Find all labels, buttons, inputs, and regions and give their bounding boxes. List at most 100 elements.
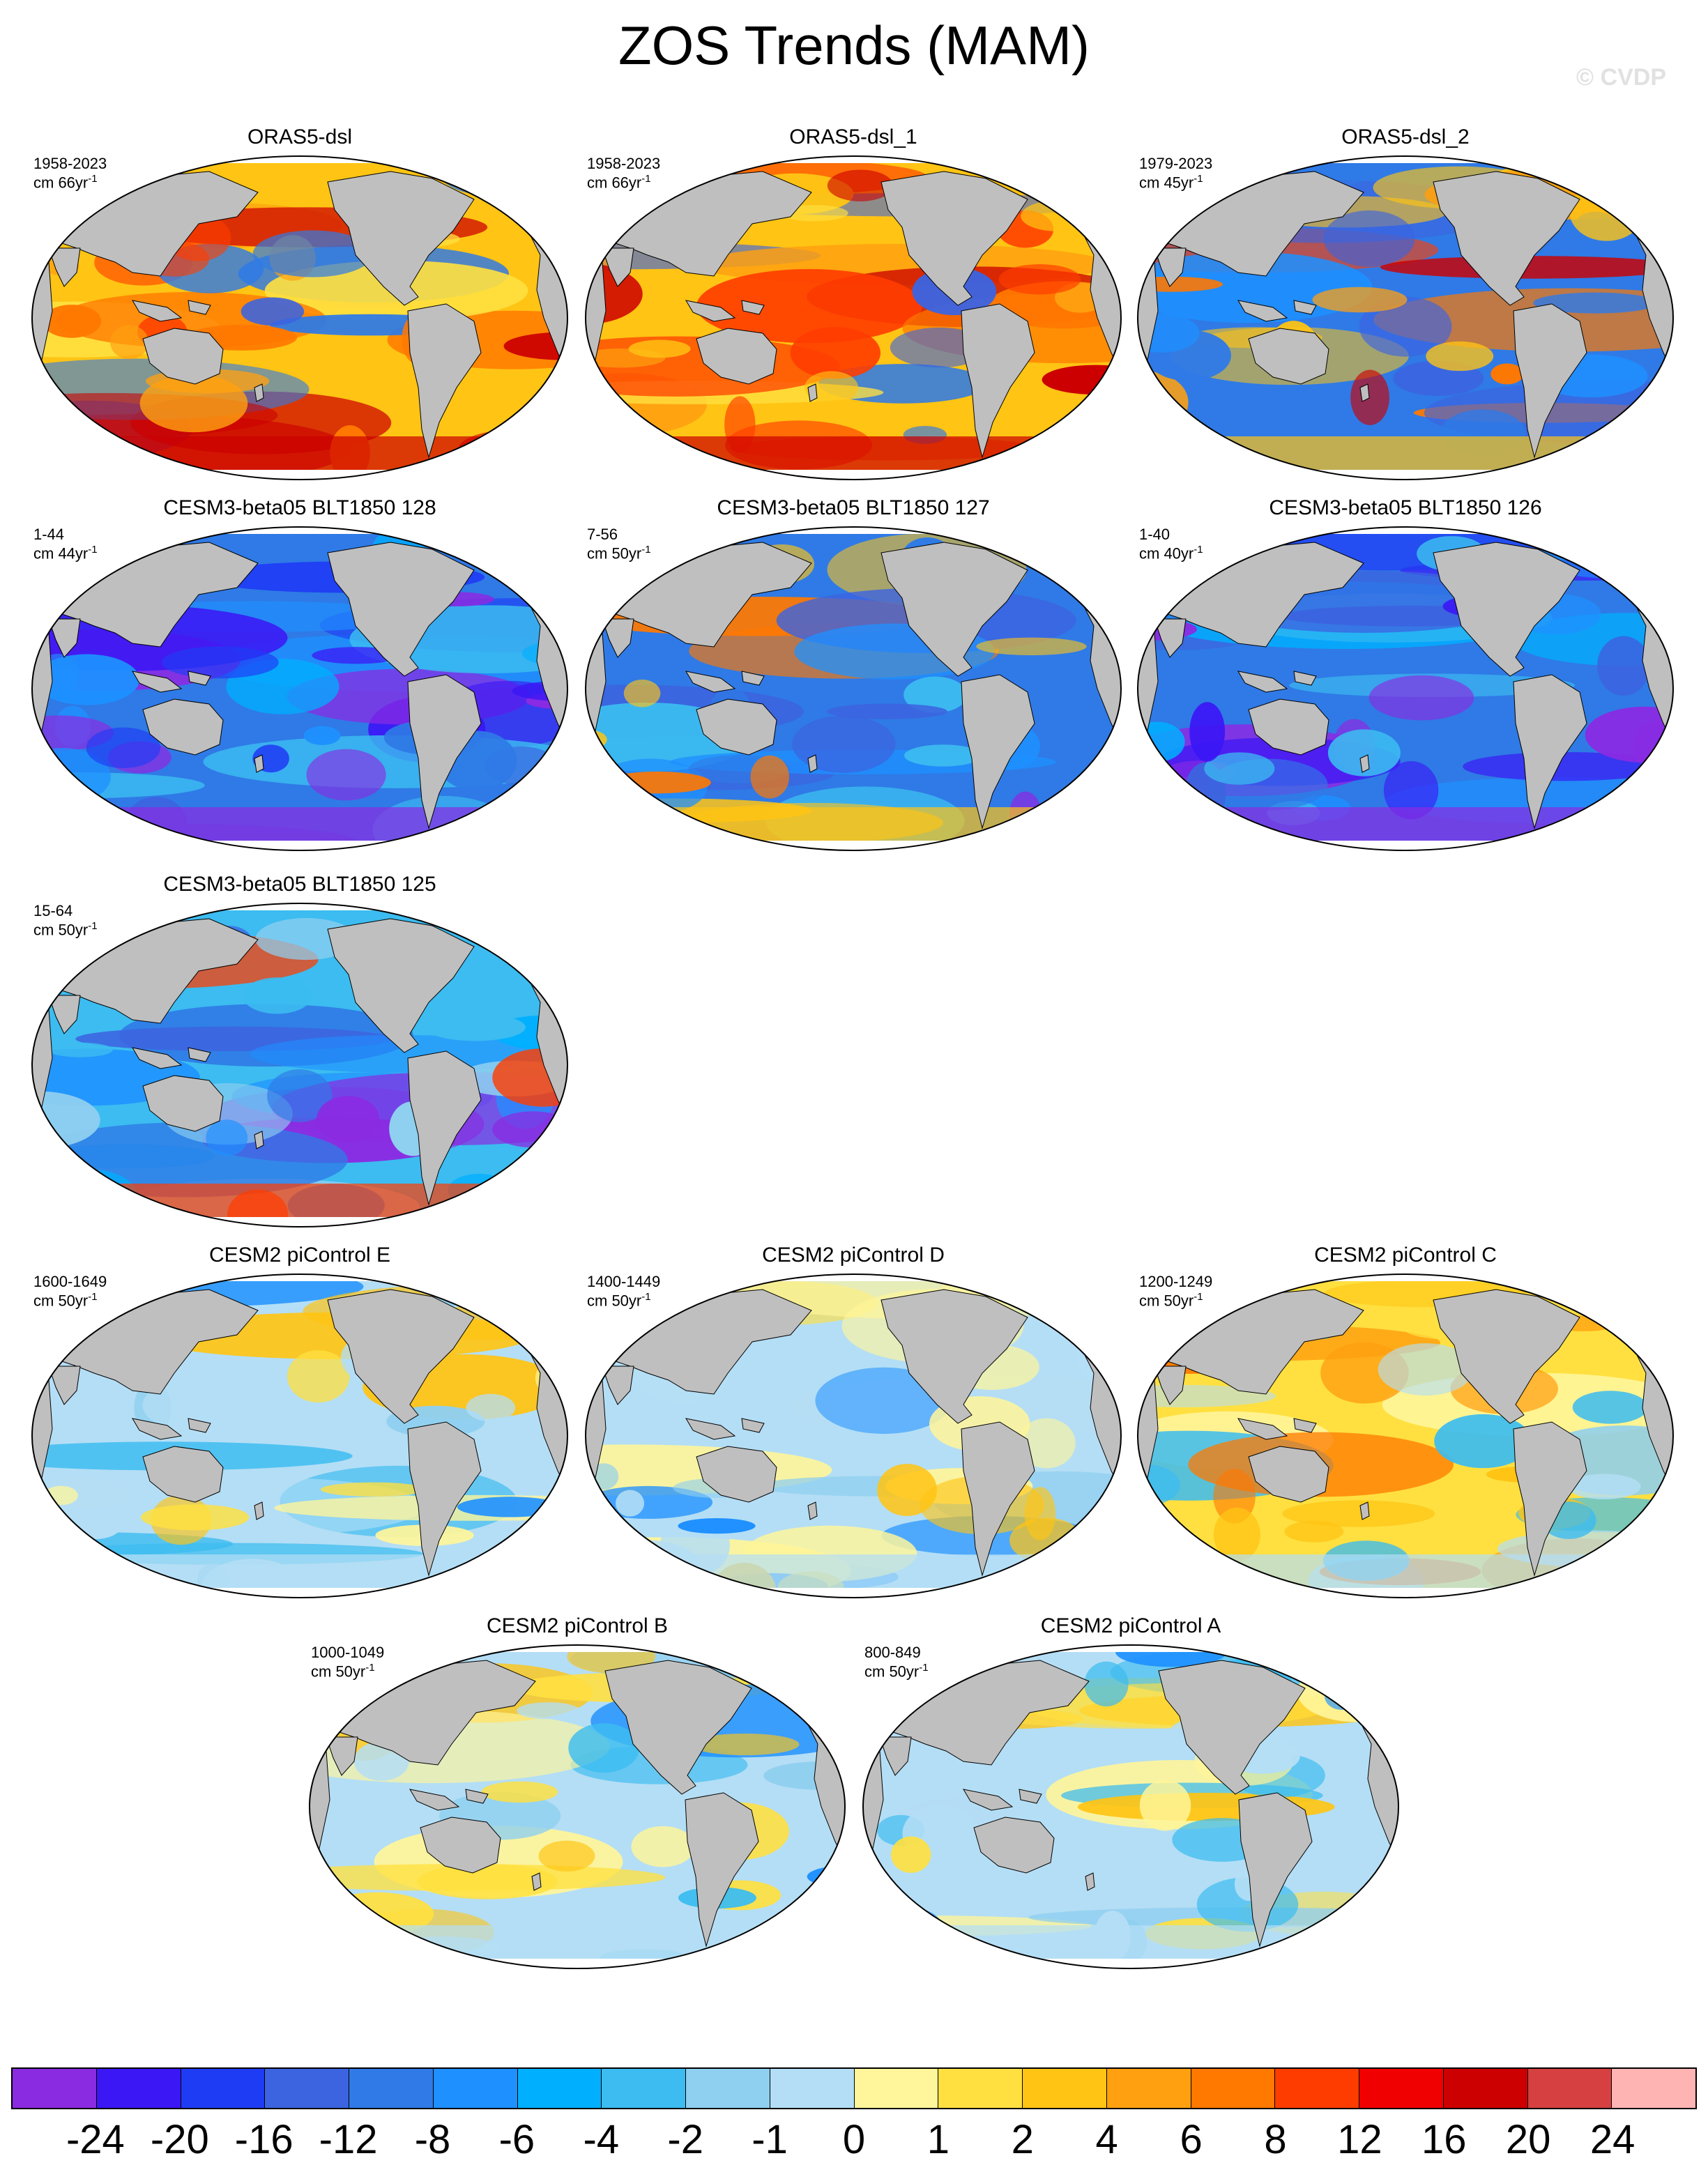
panel-unit-text: cm 50yr	[587, 1292, 642, 1310]
panel-period: 800-849	[863, 1644, 922, 1662]
antarctica	[1138, 841, 1673, 850]
land-mass	[1154, 1366, 1187, 1405]
antarctica	[1138, 1588, 1673, 1598]
land-mass	[1027, 1278, 1081, 1318]
map-panel: CESM2 piControl B 1000-1049 cm 50yr-1	[305, 1614, 849, 1991]
panel-title-text: CESM3-beta05 BLT1850 128	[159, 496, 441, 519]
ocean-field	[1138, 527, 1673, 850]
land-mass	[1513, 303, 1587, 459]
land-mass	[132, 1418, 183, 1440]
panel-unit: cm 50yr-1	[863, 1662, 930, 1681]
panel-title-text: CESM2 piControl A	[1036, 1614, 1226, 1637]
panel-title-text: ORAS5-dsl	[243, 125, 357, 148]
land-mass	[1027, 160, 1081, 200]
panel-unit-text: cm 50yr	[33, 1292, 89, 1310]
panel-title: CESM3-beta05 BLT1850 125	[28, 873, 572, 896]
land-mass	[142, 1446, 224, 1503]
land-mass	[807, 1501, 818, 1520]
map-panel: CESM2 piControl D 1400-1449 cm 50yr-1	[581, 1244, 1125, 1620]
panel-title-text: ORAS5-dsl_1	[785, 125, 922, 148]
panel-title: CESM2 piControl E	[28, 1244, 572, 1267]
ocean-field	[310, 1645, 845, 1968]
land-mass	[1513, 674, 1587, 829]
map-panel: CESM3-beta05 BLT1850 125 15-64 cm 50yr-1	[28, 873, 572, 1249]
land-mass	[327, 1289, 475, 1424]
colorbar-swatch	[181, 2069, 266, 2108]
panel-unit: cm 50yr-1	[310, 1662, 376, 1681]
map-border	[585, 155, 1122, 480]
colorbar-swatch	[1275, 2069, 1359, 2108]
unit-exponent: -1	[88, 1291, 98, 1303]
colorbar-tick-label: 8	[1264, 2117, 1287, 2162]
land-mass	[407, 674, 482, 829]
panel-unit: cm 45yr-1	[1138, 173, 1205, 192]
antarctica	[32, 841, 567, 850]
land-mass	[254, 1131, 264, 1149]
arctic	[863, 1645, 1398, 1652]
land-mass	[1293, 1418, 1317, 1433]
panel-unit: cm 66yr-1	[586, 173, 653, 192]
panel-unit-text: cm 44yr	[33, 544, 89, 563]
map-panel: CESM2 piControl A 800-849 cm 50yr-1	[859, 1614, 1403, 1991]
ocean-trend-map	[31, 903, 568, 1228]
panel-title: CESM3-beta05 BLT1850 127	[581, 496, 1125, 520]
land-mass	[685, 671, 736, 693]
map-border	[31, 526, 568, 851]
ocean-field	[32, 156, 567, 480]
map-border	[31, 1274, 568, 1598]
panel-title: ORAS5-dsl	[28, 125, 572, 149]
unit-exponent: -1	[88, 544, 98, 556]
unit-exponent: -1	[641, 173, 651, 185]
arctic	[32, 156, 567, 163]
unit-exponent: -1	[919, 1662, 929, 1674]
ocean-trend-map	[585, 526, 1122, 851]
land-mass	[1154, 247, 1187, 287]
antarctica	[586, 470, 1121, 480]
ocean-field	[586, 527, 1121, 850]
panel-unit: cm 50yr-1	[32, 920, 99, 940]
panel-title: CESM2 piControl C	[1134, 1244, 1677, 1267]
antarctica	[32, 1217, 567, 1227]
ocean-trend-map	[1137, 155, 1674, 480]
antarctica	[863, 1959, 1398, 1968]
land-mass	[1237, 671, 1288, 693]
land-mass	[685, 1792, 759, 1948]
panel-title-text: CESM2 piControl D	[758, 1244, 949, 1267]
colorbar-tick-label: -12	[319, 2117, 378, 2162]
land-mass	[1579, 531, 1633, 571]
panel-unit-text: cm 50yr	[311, 1662, 366, 1681]
colorbar	[11, 2067, 1697, 2109]
colorbar-swatch	[1359, 2069, 1444, 2108]
arctic	[586, 527, 1121, 534]
land-mass	[409, 1789, 460, 1811]
colorbar-swatch	[1191, 2069, 1276, 2108]
land-mass	[1433, 171, 1580, 306]
panel-period: 1400-1449	[586, 1273, 662, 1291]
land-mass	[807, 383, 818, 402]
colorbar-tick-label: -6	[498, 2117, 535, 2162]
panel-unit-text: cm 50yr	[33, 921, 89, 939]
colorbar-tick-label: -20	[150, 2117, 209, 2162]
arctic	[1138, 156, 1673, 163]
ocean-trend-map	[585, 1274, 1122, 1598]
colorbar-tick-label: 16	[1421, 2117, 1467, 2162]
panel-unit-text: cm 66yr	[33, 174, 89, 192]
land-mass	[48, 1366, 81, 1405]
land-mass	[326, 1736, 358, 1776]
unit-exponent: -1	[1194, 544, 1203, 556]
unit-exponent: -1	[365, 1662, 375, 1674]
panel-unit-text: cm 50yr	[1139, 1292, 1194, 1310]
land-mass	[473, 531, 527, 571]
panel-period: 1958-2023	[586, 155, 662, 173]
map-border	[585, 1274, 1122, 1598]
unit-exponent: -1	[1194, 173, 1203, 185]
land-mass	[254, 1501, 264, 1520]
ocean-field	[32, 1274, 567, 1598]
land-mass	[1248, 1446, 1329, 1503]
map-border	[1137, 155, 1674, 480]
land-mass	[1238, 1792, 1313, 1948]
colorbar-tick-label: -4	[583, 2117, 620, 2162]
colorbar-tick-label: 0	[842, 2117, 866, 2162]
colorbar-swatch	[1106, 2069, 1191, 2108]
land-mass	[48, 247, 81, 287]
